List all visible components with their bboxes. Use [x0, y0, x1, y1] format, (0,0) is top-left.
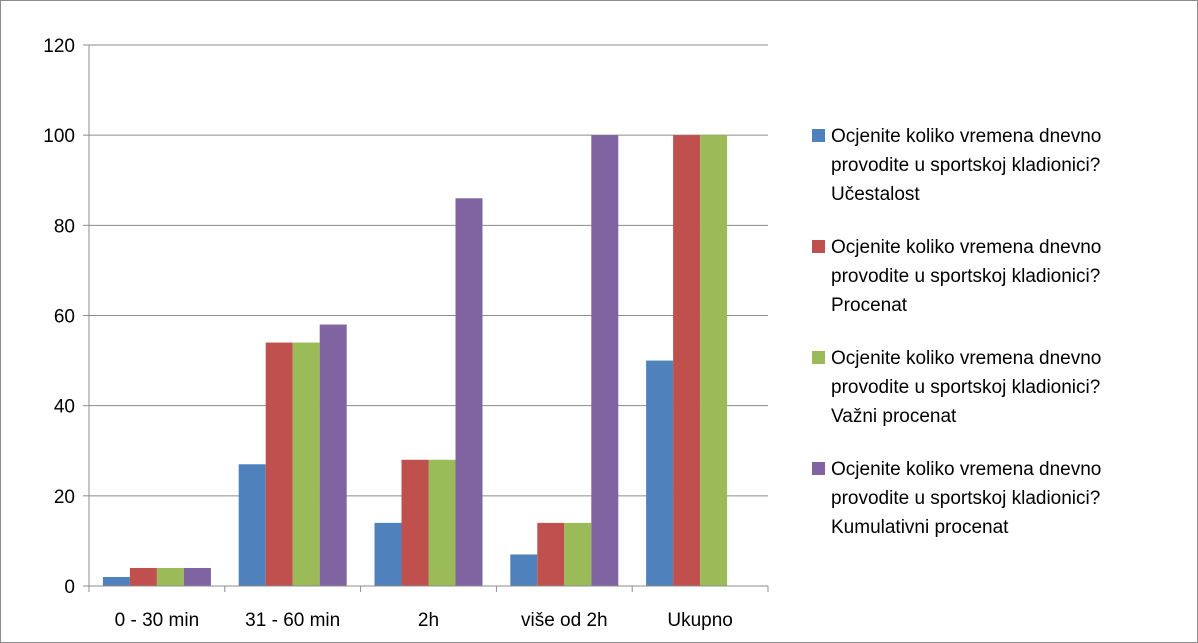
legend-swatch [812, 462, 825, 475]
bar [401, 459, 429, 586]
x-tick-label: 2h [418, 610, 439, 631]
legend-label: Procenat [831, 295, 908, 316]
bar [292, 342, 320, 586]
bar [374, 522, 402, 586]
y-tick-labels: 0 20 40 60 80 100 120 [43, 36, 75, 598]
x-tick-label: 31 - 60 min [245, 610, 340, 631]
legend-label: Važni procenat [831, 406, 957, 427]
bar [700, 135, 728, 586]
y-tick-label: 0 [64, 577, 75, 598]
bar [265, 342, 293, 586]
y-tick-label: 60 [54, 307, 75, 328]
legend-label: Ocjenite koliko vremena dnevno [831, 459, 1101, 480]
y-tick-label: 80 [54, 216, 75, 237]
bar [428, 459, 456, 586]
bar [238, 464, 266, 586]
legend-label: Učestalost [831, 184, 920, 205]
axes [83, 44, 769, 592]
bar [510, 554, 538, 586]
bar [646, 360, 674, 586]
y-tick-label: 120 [43, 36, 75, 57]
bar [102, 576, 130, 586]
legend-label: Ocjenite koliko vremena dnevno [831, 126, 1101, 147]
bars [102, 135, 728, 587]
x-tick-labels: 0 - 30 min 31 - 60 min 2h više od 2h Ukupno [115, 610, 733, 631]
bar [591, 135, 619, 586]
legend-label: provodite u sportskoj kladionici? [831, 155, 1100, 176]
bar [129, 567, 157, 586]
legend-label: provodite u sportskoj kladionici? [831, 488, 1100, 509]
legend-swatch [812, 129, 825, 142]
x-tick-label: Ukupno [667, 610, 733, 631]
bar [455, 198, 483, 587]
x-tick-label: 0 - 30 min [115, 610, 199, 631]
bar [673, 135, 701, 586]
legend-label: provodite u sportskoj kladionici? [831, 266, 1100, 287]
y-tick-label: 40 [54, 397, 75, 418]
x-tick-label: više od 2h [521, 610, 608, 631]
legend-label: Ocjenite koliko vremena dnevno [831, 348, 1101, 369]
legend: Ocjenite koliko vremena dnevno provodite … [812, 126, 1101, 538]
legend-swatch [812, 351, 825, 364]
legend-label: Kumulativni procenat [831, 517, 1009, 538]
bar [537, 522, 565, 586]
y-tick-label: 100 [43, 126, 75, 147]
bar [183, 567, 211, 586]
legend-label: Ocjenite koliko vremena dnevno [831, 237, 1101, 258]
legend-swatch [812, 240, 825, 253]
legend-label: provodite u sportskoj kladionici? [831, 377, 1100, 398]
bar [156, 567, 184, 586]
bar [564, 522, 592, 586]
bar [319, 324, 347, 586]
y-tick-label: 20 [54, 487, 75, 508]
